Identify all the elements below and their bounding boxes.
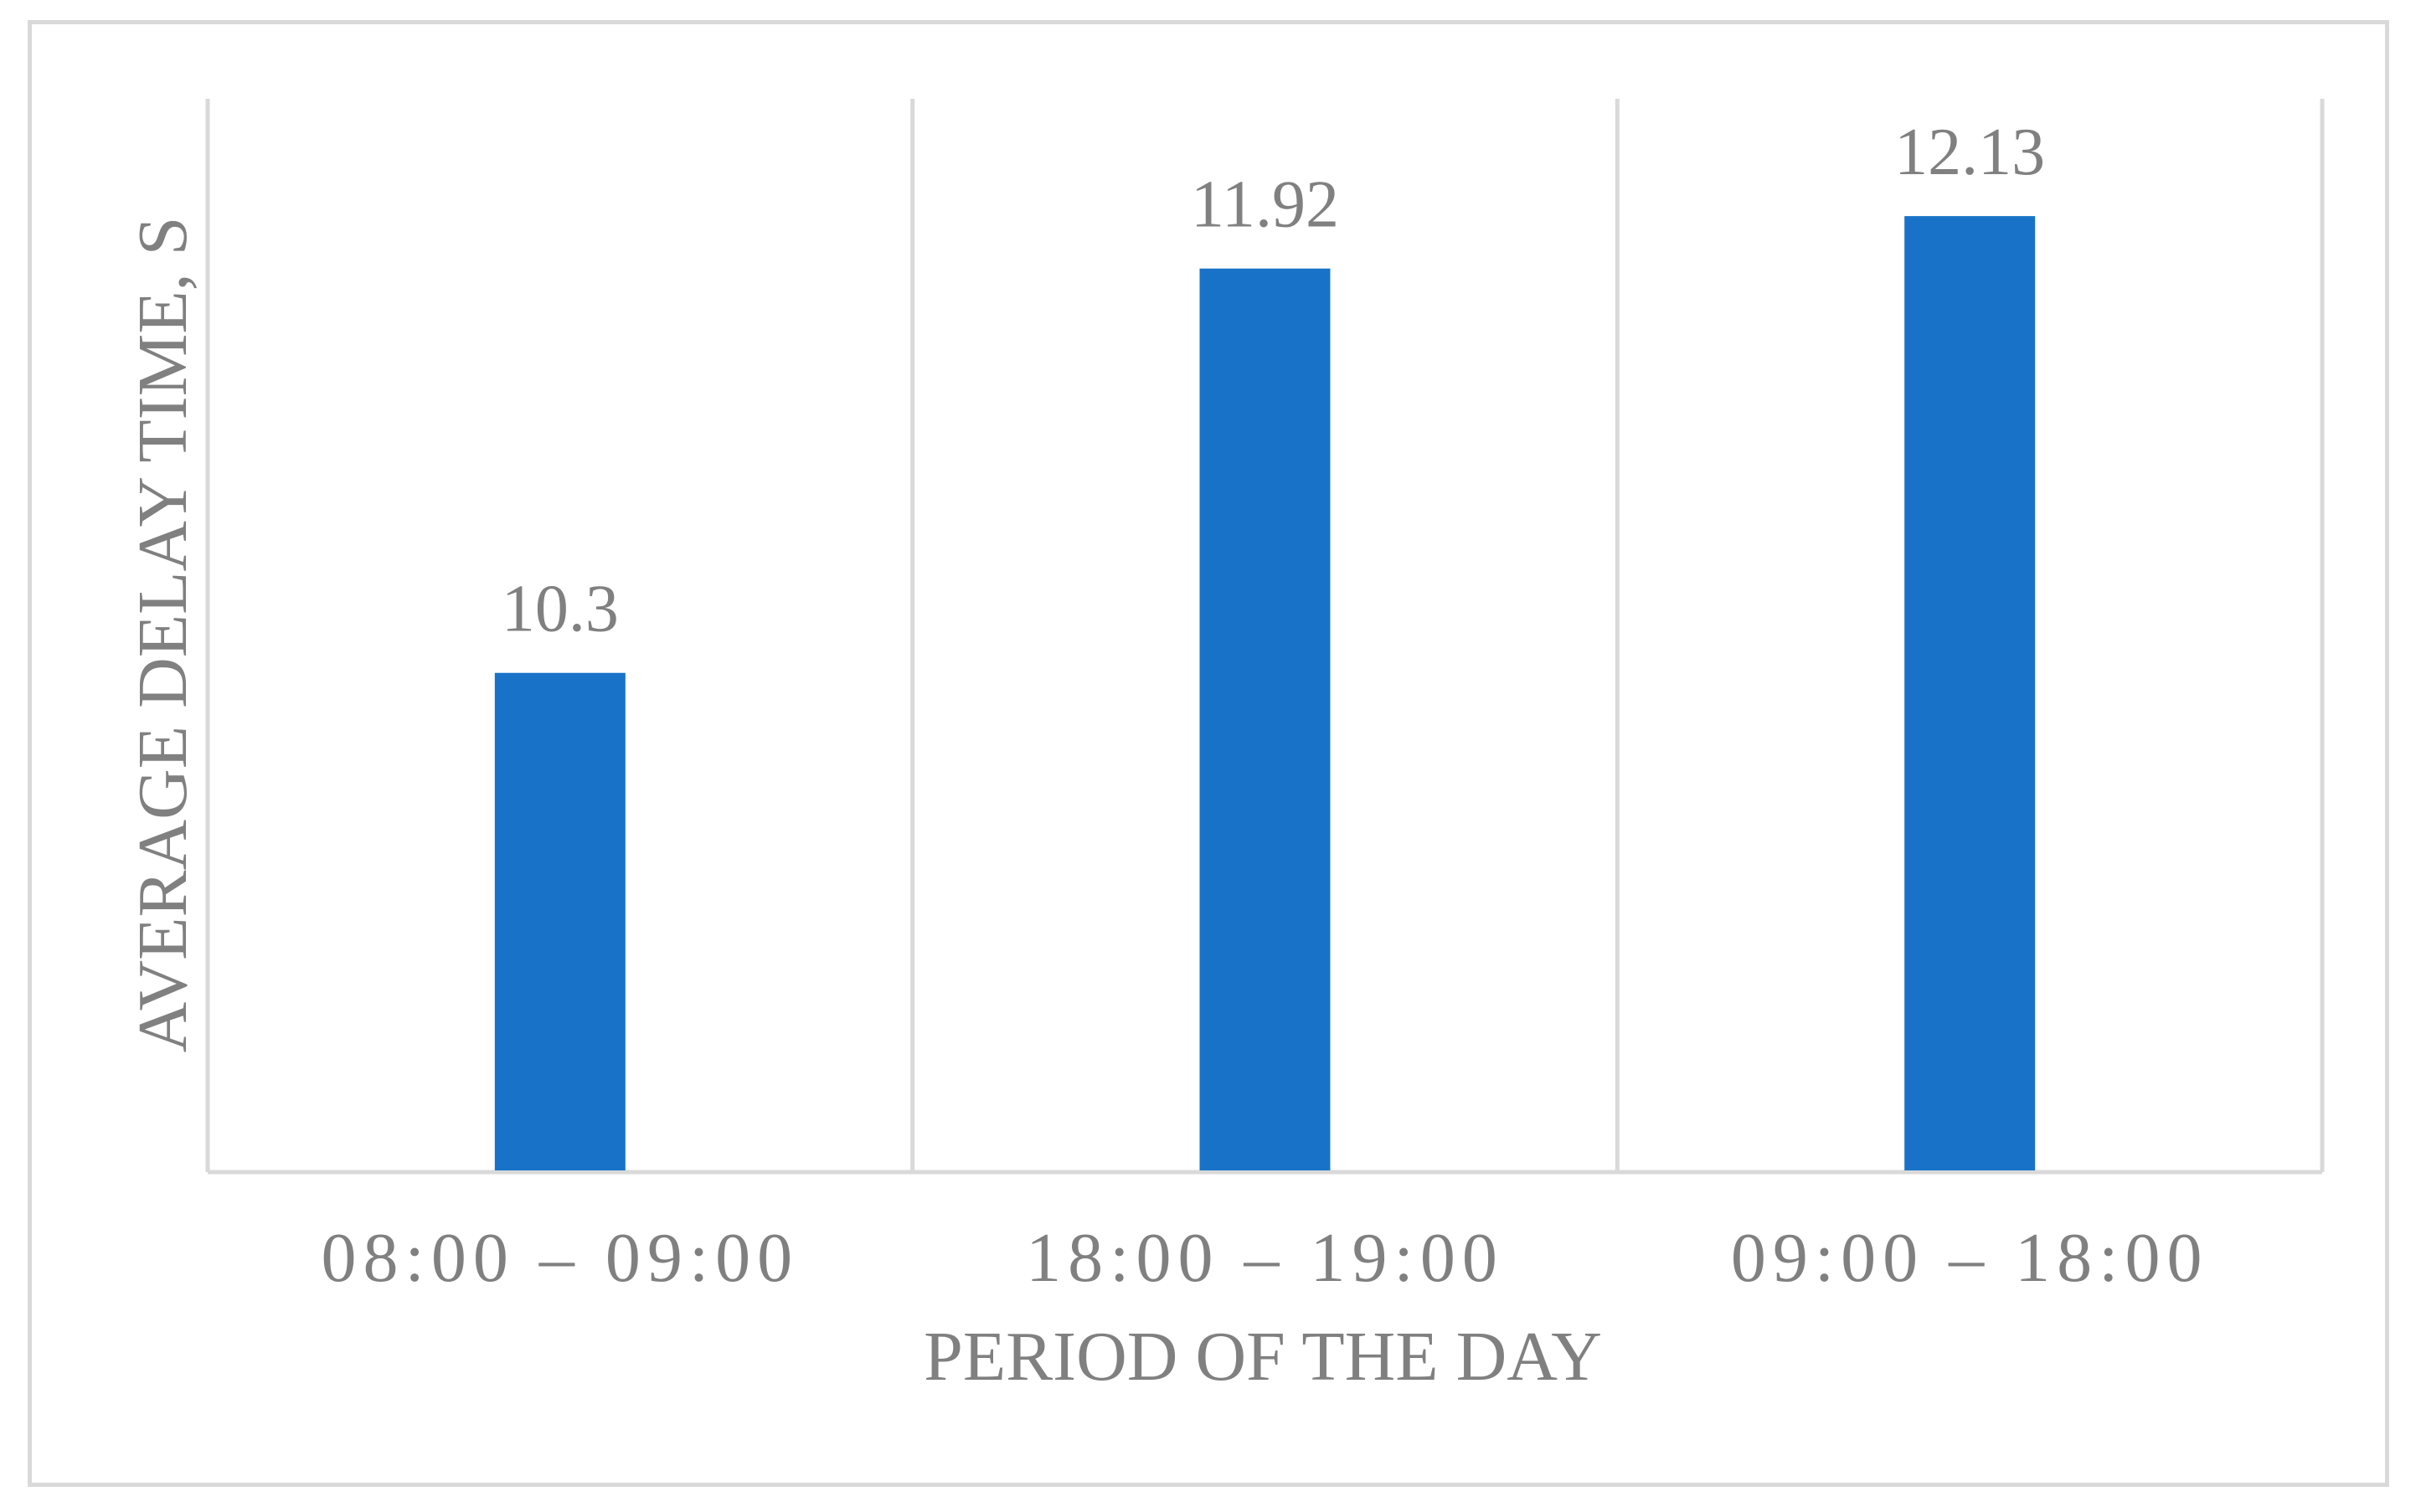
bars	[494, 216, 2036, 1171]
x-tick-label: 08:00 – 09:00	[321, 1219, 799, 1297]
bar	[494, 672, 626, 1170]
x-tick-labels: 08:00 – 09:00 18:00 – 19:00 09:00 – 18:00	[321, 1219, 2209, 1297]
bar	[1904, 216, 2036, 1170]
x-tick-label: 18:00 – 19:00	[1026, 1219, 1504, 1297]
gridlines	[205, 99, 2325, 1175]
y-axis-title: AVERAGE DELAY TIME, S	[124, 217, 202, 1053]
x-axis-title: PERIOD OF THE DAY	[924, 1318, 1602, 1396]
data-label: 10.3	[502, 573, 619, 646]
bar	[1199, 268, 1331, 1171]
x-tick-label: 09:00 – 18:00	[1731, 1219, 2209, 1297]
data-label: 11.92	[1191, 168, 1339, 242]
data-label: 12.13	[1894, 116, 2045, 189]
data-labels: 10.3 11.92 12.13	[502, 116, 2045, 646]
